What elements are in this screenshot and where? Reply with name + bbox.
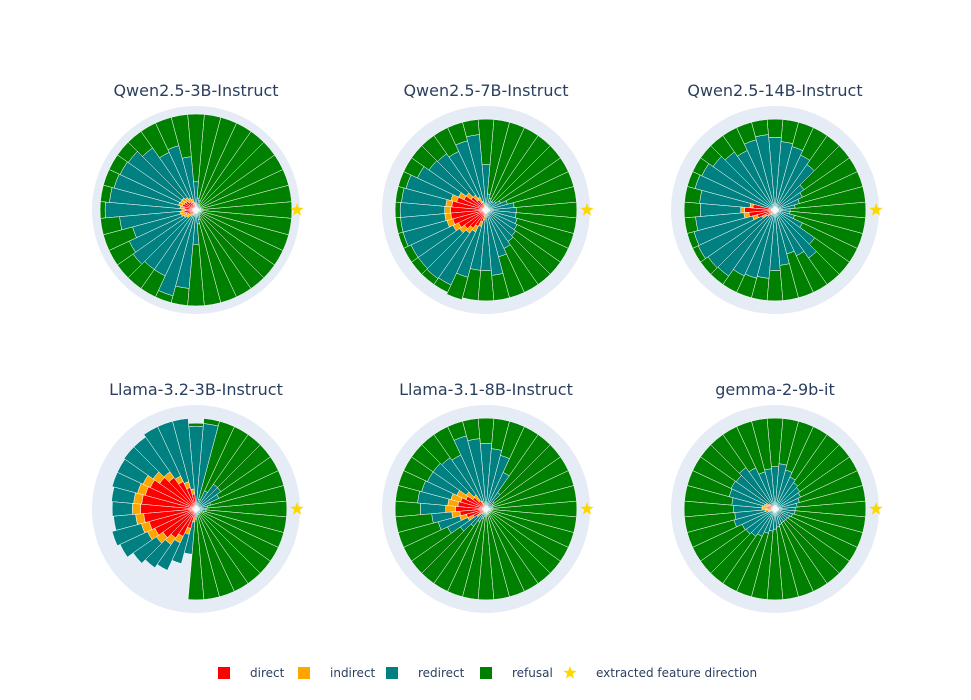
legend: direct indirect redirect refusal extracted f…: [218, 666, 757, 680]
panels: Qwen2.5-3B-Instruct Qwen2.5-7B-Instruct Qw…: [92, 81, 883, 613]
legend-label: extracted feature direction: [596, 666, 757, 680]
indirect-bar: [445, 505, 457, 513]
legend-label: redirect: [418, 666, 465, 680]
refusal-bar: [514, 212, 577, 234]
refusal-bar: [794, 510, 866, 533]
panel-title: Qwen2.5-3B-Instruct: [113, 81, 278, 100]
legend-label: direct: [250, 666, 285, 680]
indirect-bar: [132, 503, 141, 515]
refusal-bar: [490, 509, 577, 533]
panel-title: Qwen2.5-7B-Instruct: [403, 81, 568, 100]
refusal-bar: [99, 201, 106, 219]
redirect-bar: [111, 501, 133, 517]
panel-6: gemma-2-9b-it: [671, 380, 883, 613]
refusal-bar: [683, 201, 701, 219]
feature-direction-star: [290, 502, 304, 515]
refusal-bar: [205, 509, 287, 533]
legend-item-direct[interactable]: direct: [218, 666, 285, 680]
panel-3: Qwen2.5-14B-Instruct: [671, 81, 883, 314]
refusal-bar: [394, 201, 401, 219]
feature-direction-star: [869, 203, 883, 216]
feature-direction-star: [290, 203, 304, 216]
panel-title: Qwen2.5-14B-Instruct: [687, 81, 862, 100]
indirect-bar: [740, 206, 746, 214]
refusal-bar: [477, 417, 495, 444]
feature-direction-star: [580, 502, 594, 515]
refusal-bar: [789, 211, 866, 234]
legend-item-refusal[interactable]: refusal: [480, 666, 553, 680]
legend-item-feature[interactable]: extracted feature direction: [563, 666, 757, 680]
panel-1: Qwen2.5-3B-Instruct: [92, 81, 304, 314]
legend-item-indirect[interactable]: indirect: [298, 666, 376, 680]
legend-swatch: [386, 667, 398, 679]
panel-2: Qwen2.5-7B-Instruct: [382, 81, 594, 314]
legend-swatch: [218, 667, 230, 679]
panel-title: gemma-2-9b-it: [715, 380, 835, 399]
refusal-bar: [394, 500, 421, 518]
refusal-bar: [200, 210, 292, 236]
panel-4: Llama-3.2-3B-Instruct: [92, 380, 304, 613]
legend-label: indirect: [330, 666, 376, 680]
indirect-bar: [444, 206, 452, 214]
panel-5: Llama-3.1-8B-Instruct: [382, 380, 594, 613]
refusal-bar: [766, 118, 784, 138]
legend-item-redirect[interactable]: redirect: [386, 666, 465, 680]
legend-swatch: [480, 667, 492, 679]
legend-swatch: [298, 667, 310, 679]
legend-label: refusal: [512, 666, 553, 680]
legend-star-icon: [563, 666, 577, 679]
panel-title: Llama-3.2-3B-Instruct: [109, 380, 283, 399]
refusal-bar: [188, 422, 204, 427]
panel-title: Llama-3.1-8B-Instruct: [399, 380, 573, 399]
feature-direction-star: [580, 203, 594, 216]
feature-direction-star: [869, 502, 883, 515]
